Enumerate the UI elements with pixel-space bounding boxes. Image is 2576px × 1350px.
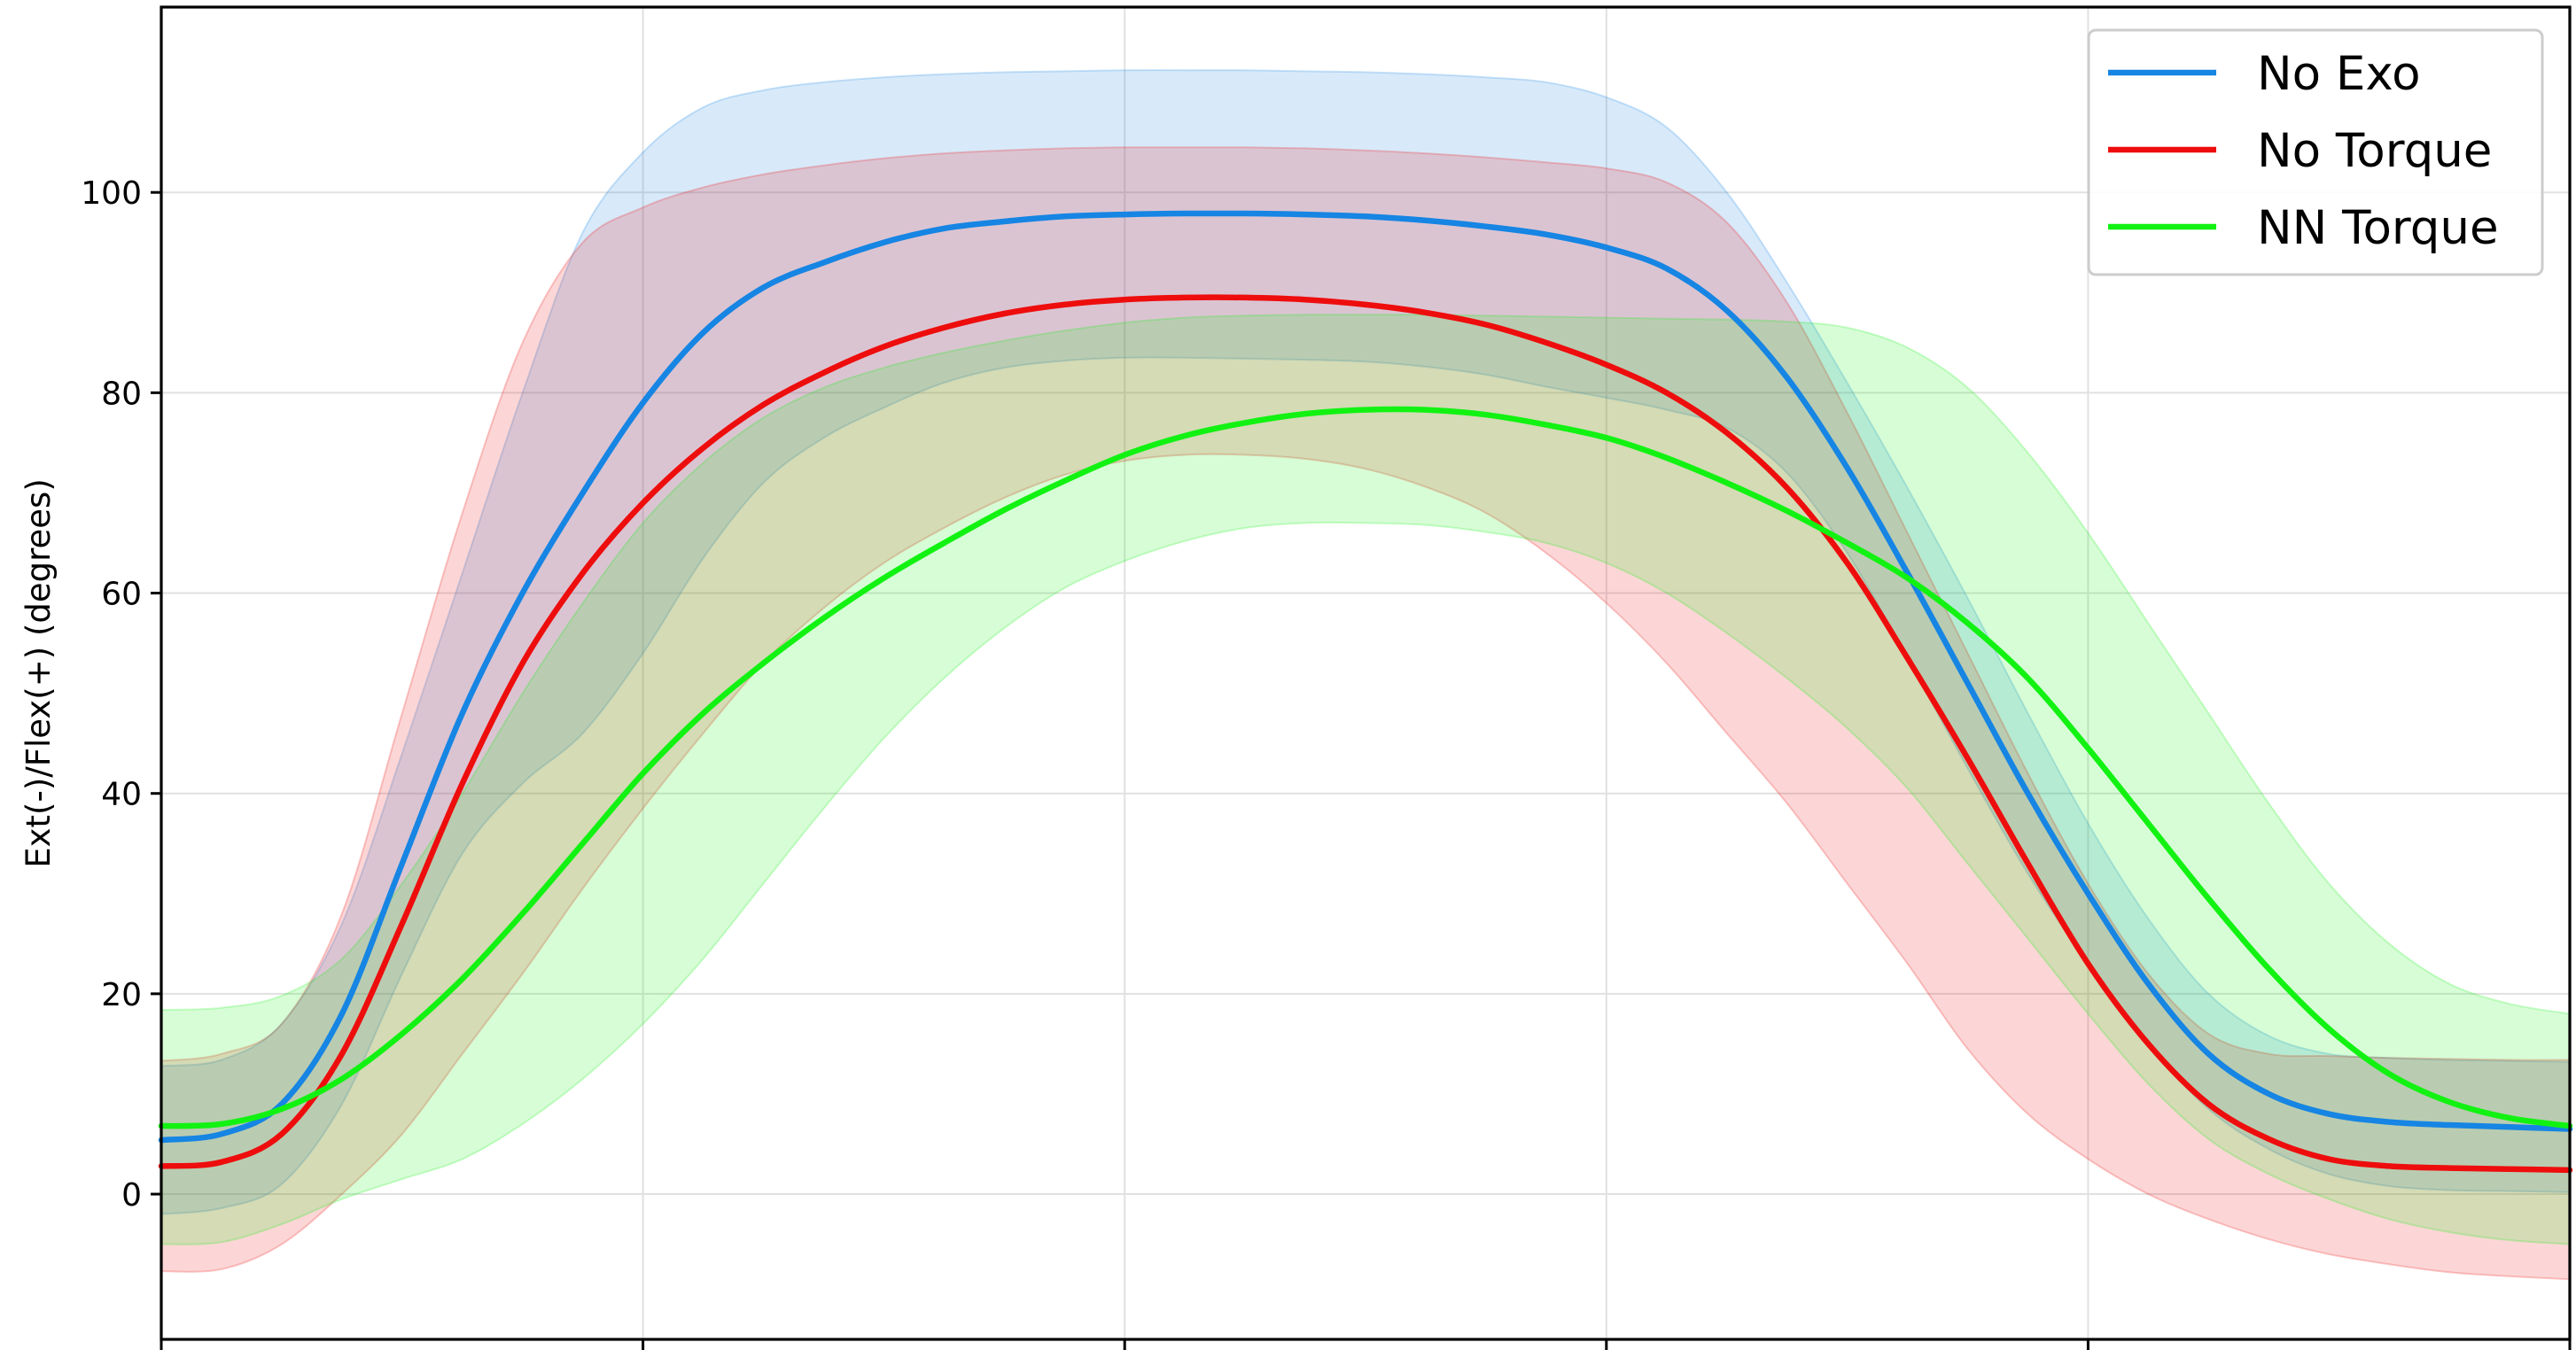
band-nn-torque bbox=[160, 314, 2571, 1245]
confidence-bands bbox=[160, 69, 2571, 1281]
y-axis-label: Ext(-)/Flex(+) (degrees) bbox=[19, 478, 58, 867]
legend-label-no-exo: No Exo bbox=[2257, 47, 2421, 101]
line-no-exo bbox=[158, 210, 2573, 1144]
band-no-exo bbox=[160, 69, 2571, 1215]
axis-ticks: 0 20 40 60 80 100 bbox=[81, 175, 2572, 1350]
grid bbox=[160, 7, 2571, 1339]
series-lines bbox=[158, 210, 2573, 1174]
legend-label-no-torque: No Torque bbox=[2257, 124, 2492, 178]
y-tick-label: 100 bbox=[81, 175, 142, 212]
y-tick-label: 60 bbox=[101, 577, 142, 613]
legend-label-nn-torque: NN Torque bbox=[2257, 201, 2499, 255]
legend-box bbox=[2087, 28, 2544, 276]
line-nn-torque bbox=[158, 406, 2573, 1129]
legend: No Exo No Torque NN Torque bbox=[2087, 28, 2544, 276]
y-tick-label: 0 bbox=[121, 1177, 142, 1214]
y-tick-label: 40 bbox=[101, 777, 142, 813]
y-tick-label: 80 bbox=[101, 376, 142, 412]
band-no-torque bbox=[160, 146, 2571, 1281]
y-tick-label: 20 bbox=[101, 977, 142, 1013]
axes-frame bbox=[160, 5, 2572, 1341]
line-no-torque bbox=[158, 294, 2573, 1174]
